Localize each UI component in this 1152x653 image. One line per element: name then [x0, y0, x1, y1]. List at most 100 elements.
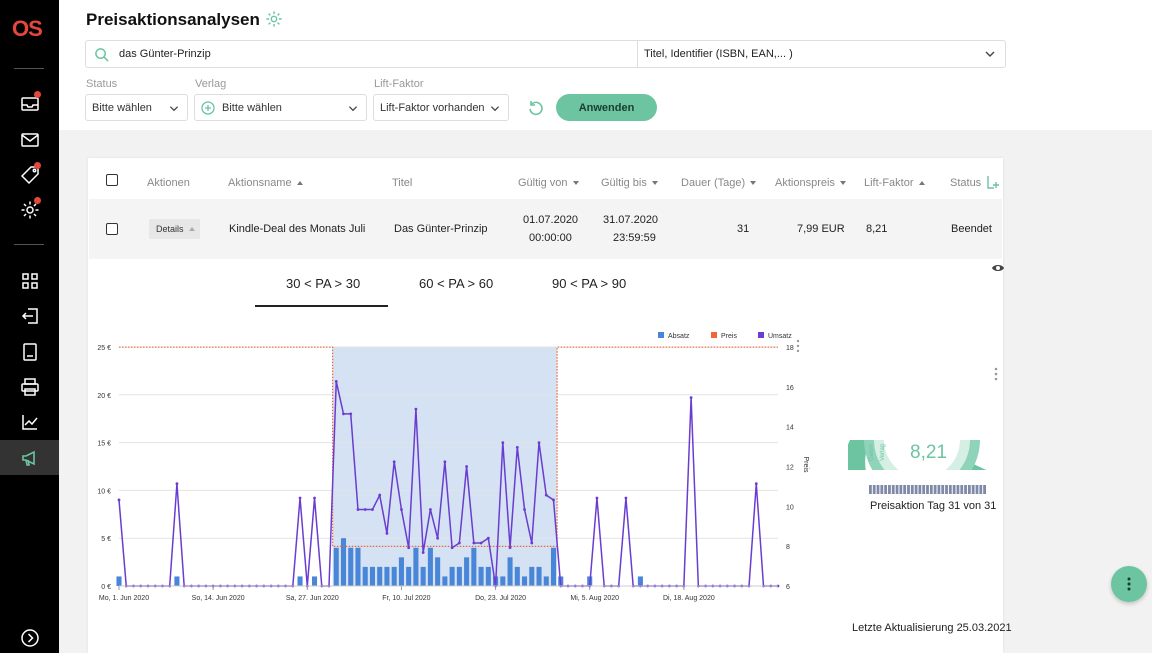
col-lift-faktor[interactable]: Lift-Faktor: [864, 177, 925, 189]
settings-icon[interactable]: [17, 197, 43, 223]
tab-90[interactable]: 90 < PA > 90: [552, 276, 627, 291]
col-aktionsname-label: Aktionsname: [228, 177, 292, 189]
progress-segment: [907, 485, 910, 494]
sidebar-divider: [14, 68, 44, 69]
progress-segment: [956, 485, 960, 494]
mail-icon[interactable]: [17, 127, 43, 153]
notification-dot: [34, 91, 41, 98]
y-right-tick-label: 16: [786, 385, 794, 392]
verlag-filter-select[interactable]: Bitte wählen: [194, 94, 367, 121]
y-right-tick-label: 12: [786, 465, 794, 472]
expand-sidebar-icon[interactable]: [17, 625, 43, 651]
dashboard-grid-icon[interactable]: [17, 268, 43, 294]
absatz-bar: [435, 557, 441, 586]
col-aktionsname[interactable]: Aktionsname: [228, 177, 303, 189]
umsatz-point: [689, 396, 693, 400]
progress-segment: [933, 485, 937, 494]
details-button[interactable]: Details: [149, 219, 200, 239]
gauge-value: 8,21: [910, 442, 947, 463]
page-settings-icon[interactable]: [265, 10, 283, 28]
eye-icon[interactable]: [992, 263, 1004, 273]
progress-segment: [979, 485, 983, 494]
x-tick-label: Sa, 27. Jun 2020: [286, 595, 339, 602]
row-checkbox[interactable]: [106, 223, 118, 235]
search-bar[interactable]: das Günter-Prinzip Titel, Identifier (IS…: [85, 40, 1006, 68]
lift-filter-label: Lift-Faktor: [374, 78, 424, 90]
search-type-select[interactable]: Titel, Identifier (ISBN, EAN,... ): [644, 48, 793, 60]
legend-swatch: [711, 332, 717, 338]
apply-button[interactable]: Anwenden: [556, 94, 657, 121]
umsatz-point: [523, 508, 526, 511]
sort-asc-icon: [918, 181, 925, 185]
inbox-icon[interactable]: [17, 91, 43, 117]
document-icon[interactable]: [17, 339, 43, 365]
page-title: Preisaktionsanalysen: [86, 10, 260, 29]
legend-label: Umsatz: [768, 333, 792, 340]
col-dauer[interactable]: Dauer (Tage): [681, 177, 757, 189]
megaphone-icon[interactable]: [17, 445, 43, 471]
lift-filter-select[interactable]: Lift-Faktor vorhanden: [373, 94, 509, 121]
absatz-bar: [637, 576, 643, 586]
gauge-axis-label: Titel: [857, 450, 863, 461]
tab-30[interactable]: 30 < PA > 30: [286, 276, 361, 291]
chart-menu-dot: [796, 339, 800, 343]
col-gueltig-von[interactable]: Gültig von: [518, 177, 579, 189]
gauge-axis-label: Verlag: [880, 444, 886, 461]
app-logo[interactable]: OS: [12, 16, 43, 41]
absatz-bar: [529, 566, 535, 586]
import-icon[interactable]: [17, 303, 43, 329]
table-row[interactable]: [89, 199, 1002, 259]
absatz-bar: [449, 566, 455, 586]
cell-bis-time: 23:59:59: [613, 232, 656, 244]
col-aktionspreis-label: Aktionspreis: [775, 177, 835, 189]
select-all-checkbox[interactable]: [106, 174, 118, 186]
absatz-bar: [391, 566, 397, 586]
col-aktionspreis[interactable]: Aktionspreis: [775, 177, 846, 189]
y-left-tick-label: 25 €: [97, 345, 111, 352]
umsatz-point: [443, 460, 447, 464]
umsatz-point: [392, 460, 396, 464]
status-filter-select[interactable]: Bitte wählen: [85, 94, 188, 121]
col-titel[interactable]: Titel: [392, 177, 413, 189]
progress-segment: [926, 485, 929, 494]
umsatz-point: [117, 498, 121, 502]
line-chart-icon[interactable]: [17, 409, 43, 435]
umsatz-point: [313, 496, 316, 500]
absatz-bar: [413, 547, 419, 586]
umsatz-point: [175, 482, 179, 486]
progress-segment: [948, 485, 952, 494]
progress-segment: [929, 485, 933, 494]
absatz-bar: [116, 576, 122, 586]
search-icon: [95, 48, 109, 62]
chevron-down-icon[interactable]: [985, 49, 995, 59]
day-progress-bar: [869, 485, 986, 494]
y-left-tick-label: 0 €: [101, 584, 111, 591]
search-input[interactable]: das Günter-Prinzip: [119, 48, 211, 60]
legend-label: Absatz: [668, 333, 690, 340]
absatz-bar: [536, 566, 542, 586]
absatz-bar: [550, 547, 557, 586]
absatz-bar: [471, 547, 477, 586]
y-right-tick-label: 14: [786, 425, 794, 432]
umsatz-point: [515, 445, 519, 449]
absatz-bar: [500, 576, 506, 586]
umsatz-point: [334, 380, 338, 383]
chevron-down-icon: [490, 106, 500, 112]
x-tick-label: Mi, 5. Aug 2020: [570, 595, 619, 602]
progress-segment: [960, 485, 964, 494]
col-gueltig-bis[interactable]: Gültig bis: [601, 177, 658, 189]
absatz-bar: [333, 547, 339, 586]
umsatz-point: [414, 407, 418, 411]
print-icon[interactable]: [17, 374, 43, 400]
col-status[interactable]: Status: [950, 177, 982, 189]
more-actions-button[interactable]: [1111, 566, 1147, 602]
tab-60[interactable]: 60 < PA > 60: [419, 276, 494, 291]
add-column-icon[interactable]: [986, 174, 1000, 190]
price-tag-icon[interactable]: [17, 162, 43, 188]
umsatz-point: [552, 498, 555, 502]
notification-dot: [34, 197, 41, 204]
reset-icon[interactable]: [527, 99, 545, 117]
progress-segment: [910, 485, 914, 494]
absatz-bar: [522, 576, 528, 586]
gauge-menu-icon[interactable]: [994, 367, 998, 381]
